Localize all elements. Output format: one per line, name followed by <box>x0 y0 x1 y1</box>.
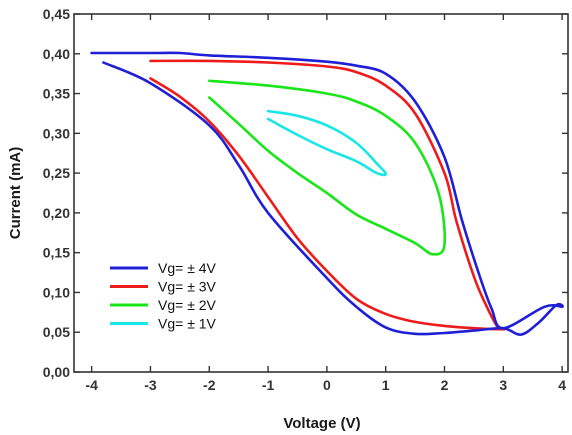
series-line-4 <box>266 109 387 177</box>
x-tick-label: 4 <box>558 377 566 393</box>
x-tick-label: 2 <box>441 377 449 393</box>
legend-label-1: Vg= ± 4V <box>158 260 217 276</box>
x-tick-label: -2 <box>203 377 216 393</box>
x-tick-label: -4 <box>85 377 98 393</box>
axis-ticks: -4 -3 -2 -1 0 1 2 3 4 0,00 0,05 0,10 0,15 0,20 0,25 0,3… <box>43 6 568 393</box>
x-tick-label: -1 <box>262 377 275 393</box>
legend-label-4: Vg= ± 1V <box>158 316 217 332</box>
y-tick-label: 0,35 <box>43 86 70 102</box>
x-tick-label: -3 <box>144 377 157 393</box>
legend: Vg= ± 4V Vg= ± 3V Vg= ± 2V Vg= ± 1V <box>110 260 217 332</box>
y-tick-label: 0,25 <box>43 165 70 181</box>
series-line-1 <box>90 51 564 336</box>
y-tick-label: 0,45 <box>43 6 70 22</box>
y-tick-label: 0,15 <box>43 245 70 261</box>
x-tick-label: 3 <box>499 377 507 393</box>
legend-label-2: Vg= ± 3V <box>158 279 217 295</box>
series-lines <box>90 51 564 336</box>
x-tick-label: 1 <box>382 377 390 393</box>
x-axis-title: Voltage (V) <box>283 415 360 432</box>
y-tick-label: 0,30 <box>43 125 70 141</box>
y-tick-label: 0,40 <box>43 46 70 62</box>
y-tick-label: 0,05 <box>43 324 70 340</box>
legend-label-3: Vg= ± 2V <box>158 297 217 313</box>
x-tick-label: 0 <box>323 377 331 393</box>
series-line-3 <box>208 79 447 256</box>
y-axis-title: Current (mA) <box>7 147 24 240</box>
y-tick-label: 0,20 <box>43 205 70 221</box>
plot-frame <box>73 13 569 373</box>
y-tick-label: 0,00 <box>43 364 70 380</box>
y-tick-label: 0,10 <box>43 284 70 300</box>
